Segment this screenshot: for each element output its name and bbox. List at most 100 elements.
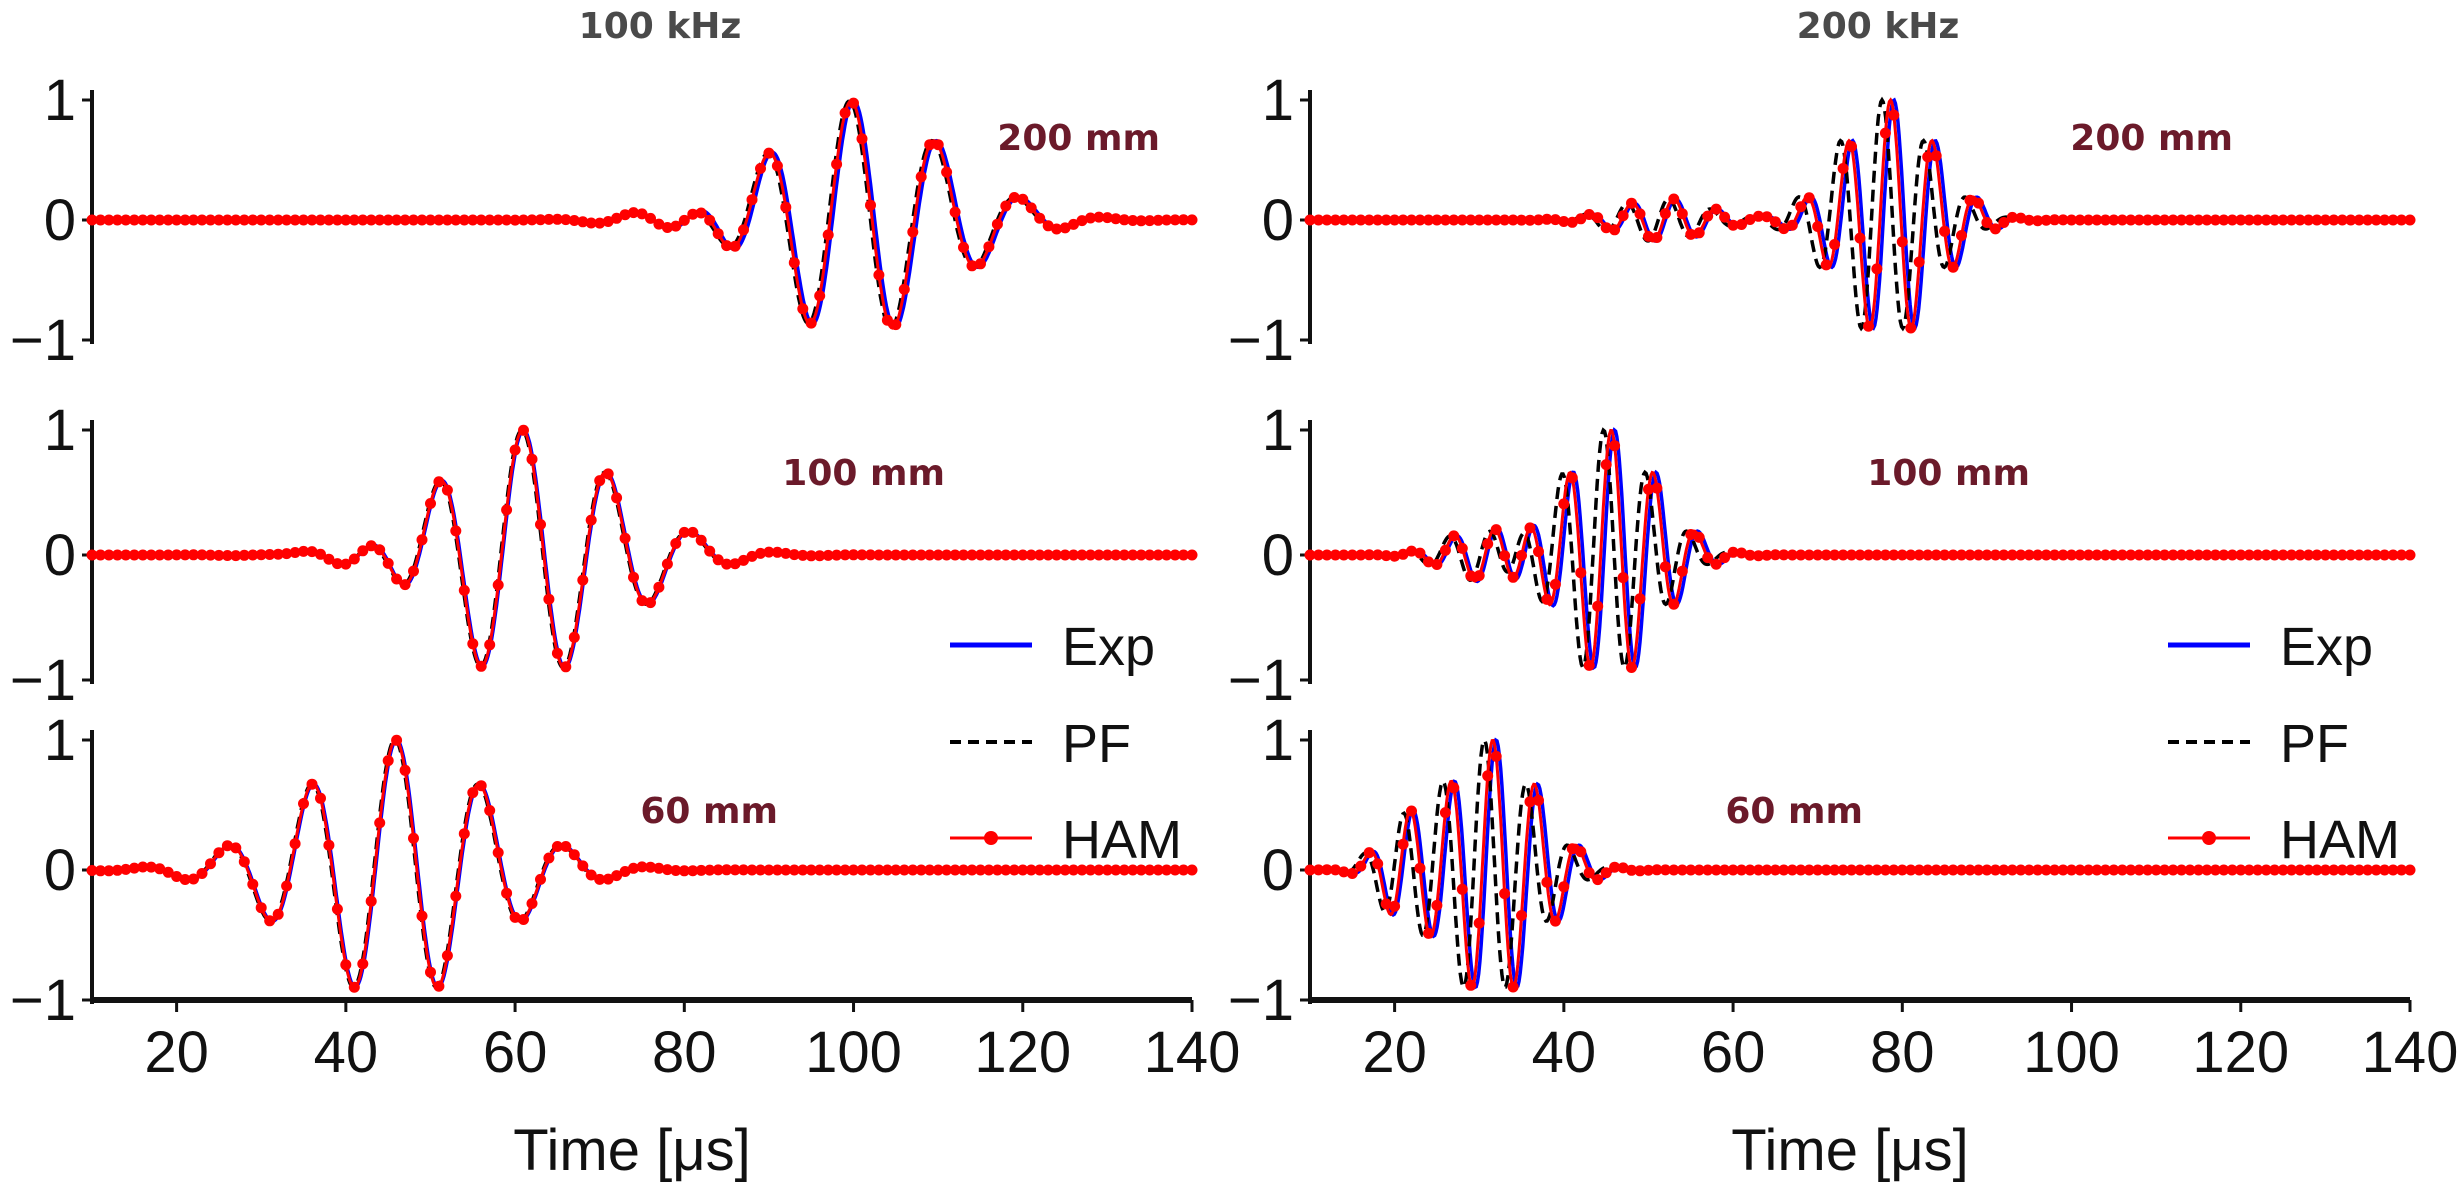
- ham-point: [1017, 549, 1029, 561]
- ham-point: [1127, 549, 1139, 561]
- ham-point: [1896, 864, 1908, 876]
- ham-point: [2345, 864, 2357, 876]
- ham-point: [86, 865, 98, 876]
- ham-point: [103, 549, 115, 561]
- ham-point: [1719, 211, 1731, 223]
- ham-point: [1710, 864, 1722, 876]
- ham-point: [1025, 549, 1037, 561]
- ham-point: [924, 549, 936, 561]
- ham-point: [611, 492, 623, 504]
- ham-point: [408, 565, 419, 577]
- ham-point: [865, 864, 876, 876]
- ham-point: [2277, 549, 2289, 561]
- ham-point: [1668, 864, 1680, 876]
- ham-point: [1372, 214, 1384, 226]
- ham-point: [154, 863, 166, 875]
- ham-point: [695, 864, 707, 876]
- ham-point: [1930, 549, 1942, 561]
- ham-point: [365, 895, 377, 907]
- ham-point: [2049, 214, 2061, 226]
- ham-point: [348, 214, 360, 226]
- ham-point: [501, 214, 513, 226]
- ham-point: [712, 864, 724, 876]
- ham-point: [205, 549, 216, 561]
- ham-point: [636, 208, 648, 220]
- ham-point: [1439, 214, 1451, 226]
- ham-point: [213, 214, 225, 226]
- ham-point: [1786, 549, 1798, 561]
- ham-point: [230, 214, 242, 226]
- ham-point: [1905, 322, 1917, 334]
- ham-point: [771, 546, 783, 558]
- x-tick-label: 20: [1362, 1020, 1427, 1085]
- ham-point: [1152, 549, 1164, 561]
- ham-point: [1930, 864, 1942, 876]
- ham-point: [1693, 227, 1705, 239]
- ham-point: [1973, 864, 1984, 876]
- ham-point: [391, 214, 403, 226]
- ham-point: [2260, 214, 2272, 226]
- ham-point: [2116, 864, 2128, 876]
- ham-point: [1736, 864, 1747, 876]
- ham-point: [1592, 874, 1604, 886]
- ham-point: [391, 573, 403, 585]
- ham-point: [2108, 214, 2120, 226]
- ham-point: [2286, 864, 2297, 876]
- ham-point: [2311, 214, 2323, 226]
- ham-point: [1744, 214, 1756, 225]
- ham-point: [1516, 910, 1527, 921]
- ham-point: [991, 864, 1003, 876]
- ham-point: [86, 214, 98, 226]
- ham-point: [1533, 214, 1544, 226]
- ham-point: [1871, 864, 1883, 876]
- ham-point: [247, 214, 259, 226]
- ham-point: [2387, 864, 2399, 876]
- ham-point: [1651, 232, 1663, 243]
- ham-point: [475, 660, 487, 672]
- ham-point: [323, 553, 335, 565]
- ham-point: [128, 862, 140, 874]
- ham-point: [441, 214, 453, 226]
- ham-point: [1820, 259, 1832, 271]
- ham-point: [458, 214, 470, 226]
- ham-point: [408, 832, 419, 844]
- ham-point: [1837, 864, 1849, 876]
- ham-point: [628, 571, 639, 583]
- ham-point: [2057, 214, 2069, 226]
- ham-point: [1482, 538, 1494, 550]
- ham-point: [1541, 876, 1553, 888]
- legend: Exp PF HAM: [2168, 617, 2400, 870]
- ham-point: [1634, 865, 1646, 877]
- ham-point: [2083, 549, 2094, 561]
- ham-point: [1863, 864, 1874, 876]
- ham-point: [1549, 578, 1561, 590]
- ham-point: [103, 865, 115, 877]
- ham-point: [475, 214, 487, 226]
- legend-label: Exp: [1062, 617, 1155, 677]
- y-tick-label: 1: [1262, 708, 1294, 773]
- ham-point: [1380, 898, 1392, 910]
- ham-point: [1626, 864, 1637, 876]
- ham-point: [315, 548, 326, 560]
- ham-point: [543, 213, 555, 225]
- ham-point: [1473, 214, 1485, 226]
- ham-point: [2218, 864, 2230, 876]
- ham-point: [1431, 214, 1443, 226]
- ham-point: [797, 303, 809, 315]
- ham-point: [1380, 550, 1392, 562]
- ham-point: [1456, 542, 1468, 554]
- ham-point: [729, 240, 741, 252]
- ham-point: [932, 864, 944, 876]
- ham-point: [230, 550, 242, 562]
- ham-point: [120, 863, 132, 875]
- ham-point: [1329, 214, 1341, 226]
- ham-point: [1854, 864, 1866, 876]
- ham-point: [1736, 219, 1747, 230]
- ham-point: [1863, 320, 1874, 332]
- ham-point: [2083, 214, 2094, 226]
- column-200khz: 200 kHz 1 0 −1 200 mm 1 0 −1 100 mm 1 0 −1 60 mm 20 40…: [1228, 6, 2459, 1183]
- ham-point: [1566, 472, 1578, 484]
- ham-point: [958, 241, 969, 253]
- ham-point: [1820, 549, 1832, 561]
- ham-point: [2328, 864, 2340, 876]
